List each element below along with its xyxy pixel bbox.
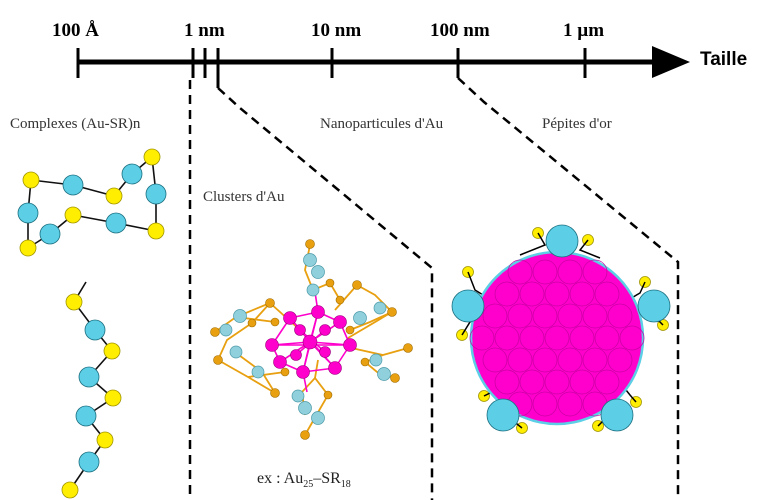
tick-label-100nm: 100 nm — [430, 20, 490, 41]
ligand-left — [451, 289, 485, 323]
tick-label-100A: 100 Å — [52, 20, 99, 41]
boundary-nanoparticles-nuggets — [457, 77, 680, 500]
formula-middle: –SR — [313, 470, 341, 487]
tick-label-1um: 1 µm — [563, 20, 605, 41]
complex-chain-molecule — [61, 281, 122, 499]
region-boundaries — [188, 77, 680, 500]
formula-sub-ligand: 18 — [340, 479, 351, 491]
region-label-clusters: Clusters d'Au — [203, 189, 285, 205]
boundary-clusters-nanoparticles — [217, 87, 434, 500]
complex-ring-molecule — [17, 148, 167, 257]
formula-prefix: ex : Au — [257, 470, 304, 487]
region-label-nanoparticles: Nanoparticules d'Au — [320, 116, 444, 132]
cluster-example-formula: ex : Au25–SR18 — [257, 470, 351, 490]
axis-arrowhead — [652, 46, 690, 78]
region-label-nuggets: Pépites d'or — [542, 116, 612, 132]
tick-label-1nm: 1 nm — [184, 20, 225, 41]
nanoparticle-illustration — [451, 224, 671, 434]
cluster-au25-molecule — [210, 239, 413, 440]
ligand-bottom-left — [486, 398, 520, 432]
size-axis — [76, 46, 690, 88]
ligand-right — [637, 289, 671, 323]
ligand-bottom-right — [600, 398, 634, 432]
region-label-complexes: Complexes (Au-SR)n — [10, 116, 141, 132]
nanoparticle-core — [469, 250, 645, 426]
axis-title: Taille — [700, 49, 748, 70]
tick-label-10nm: 10 nm — [311, 20, 362, 41]
ligand-top — [545, 224, 579, 258]
formula-sub-gold: 25 — [303, 479, 314, 491]
